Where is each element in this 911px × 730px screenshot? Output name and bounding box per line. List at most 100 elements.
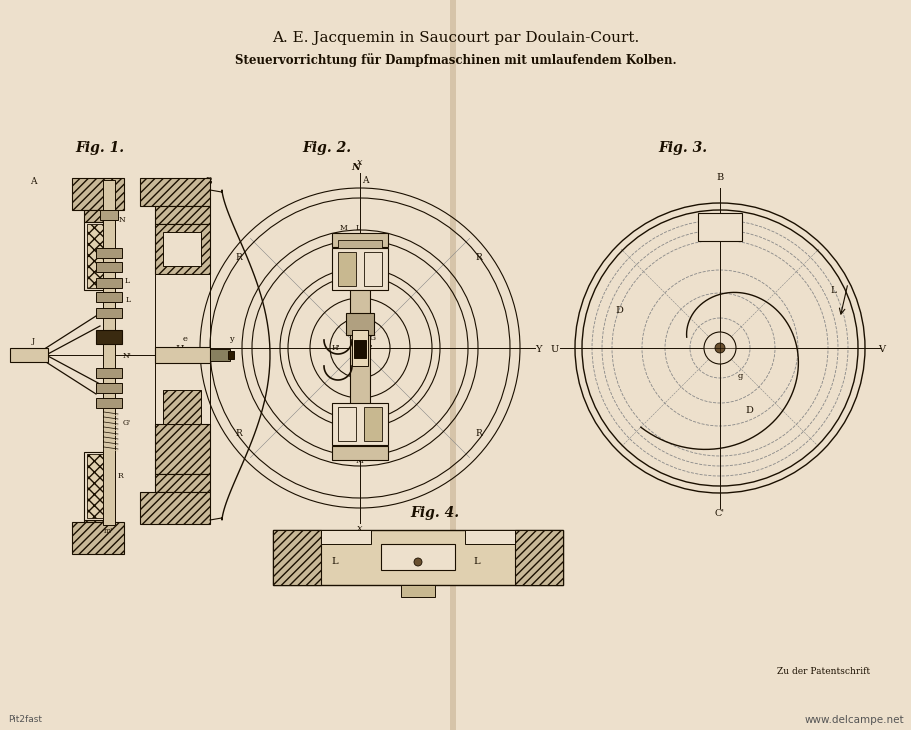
Bar (363, 407, 382, 441)
Bar (140, 492, 210, 524)
Bar (363, 252, 382, 286)
Text: x: x (357, 158, 363, 167)
Text: B: B (205, 177, 211, 186)
Bar (96, 330, 122, 344)
Bar (96, 248, 122, 258)
Text: L: L (473, 557, 479, 566)
Text: C': C' (714, 509, 724, 518)
Bar (345, 313, 374, 335)
Bar (332, 248, 387, 290)
Bar (155, 206, 210, 224)
Text: U: U (550, 345, 558, 354)
Text: F': F' (366, 407, 374, 415)
Bar (515, 530, 562, 585)
Bar (96, 398, 122, 408)
Text: F: F (427, 551, 435, 560)
Text: www.delcampe.net: www.delcampe.net (804, 715, 903, 725)
Bar (321, 530, 371, 544)
Bar (103, 180, 115, 525)
Bar (163, 232, 200, 266)
Text: Steuervorrichtung für Dampfmaschinen mit umlaufendem Kolben.: Steuervorrichtung für Dampfmaschinen mit… (235, 53, 676, 67)
Text: R: R (235, 253, 241, 262)
Bar (155, 474, 210, 492)
Text: Fig. 4.: Fig. 4. (410, 506, 458, 520)
Text: H': H' (364, 344, 374, 352)
Text: L: L (126, 296, 131, 304)
Bar (697, 213, 742, 241)
Bar (96, 383, 122, 393)
Text: R: R (475, 429, 481, 438)
Text: L: L (829, 286, 835, 295)
Text: G: G (370, 334, 375, 342)
Text: N: N (118, 216, 126, 224)
Text: Fig. 2.: Fig. 2. (302, 141, 351, 155)
Bar (352, 330, 368, 366)
Text: F: F (335, 250, 341, 258)
Bar (87, 224, 111, 288)
Bar (155, 363, 210, 443)
Text: o: o (722, 344, 725, 352)
Circle shape (714, 343, 724, 353)
Bar (449, 0, 456, 730)
Bar (84, 222, 114, 290)
Bar (155, 347, 210, 363)
Bar (96, 368, 122, 378)
Bar (210, 349, 230, 361)
Bar (72, 522, 124, 554)
Bar (163, 390, 200, 424)
Text: H': H' (332, 344, 341, 352)
Text: D: D (174, 245, 181, 254)
Text: D: D (744, 406, 752, 415)
Bar (332, 446, 387, 460)
Bar (84, 520, 112, 532)
Bar (96, 292, 122, 302)
Bar (72, 178, 124, 210)
Text: M: M (340, 224, 347, 232)
Text: J: J (32, 337, 36, 345)
Text: L: L (125, 277, 130, 285)
Text: x: x (357, 524, 363, 533)
Bar (381, 544, 455, 570)
Bar (100, 210, 118, 220)
Bar (338, 407, 355, 441)
Bar (96, 262, 122, 272)
Bar (272, 530, 562, 585)
Text: H: H (176, 345, 184, 354)
Text: m': m' (104, 527, 113, 535)
Bar (401, 585, 435, 597)
Text: P: P (366, 250, 372, 258)
Text: A. E. Jacquemin in Saucourt par Doulain-Court.: A. E. Jacquemin in Saucourt par Doulain-… (272, 31, 639, 45)
Bar (155, 274, 210, 354)
Text: A: A (30, 177, 36, 186)
Text: Fig. 3.: Fig. 3. (657, 141, 706, 155)
Text: L: L (331, 557, 337, 566)
Text: A: A (362, 176, 368, 185)
Bar (140, 178, 210, 206)
Text: Fig. 1.: Fig. 1. (75, 141, 124, 155)
Text: e: e (183, 335, 188, 343)
Text: E': E' (335, 407, 343, 415)
Bar (350, 238, 370, 458)
Text: g: g (737, 372, 742, 380)
Text: y: y (229, 335, 233, 343)
Text: D: D (174, 405, 181, 414)
Bar (338, 252, 355, 286)
Text: E: E (408, 551, 415, 560)
Text: M': M' (355, 457, 365, 465)
Circle shape (414, 558, 422, 566)
Bar (84, 210, 112, 222)
Bar (84, 452, 114, 520)
Text: R: R (235, 429, 241, 438)
Text: Zu der Patentschrift: Zu der Patentschrift (776, 667, 869, 677)
Text: G': G' (123, 419, 131, 427)
Text: N: N (351, 163, 360, 172)
Bar (155, 224, 210, 274)
Text: a: a (391, 551, 396, 560)
Text: B: B (715, 173, 722, 182)
Bar (228, 351, 234, 359)
Text: R: R (118, 472, 124, 480)
Circle shape (703, 332, 735, 364)
Bar (155, 424, 210, 474)
Bar (272, 530, 321, 585)
Text: D: D (614, 306, 622, 315)
